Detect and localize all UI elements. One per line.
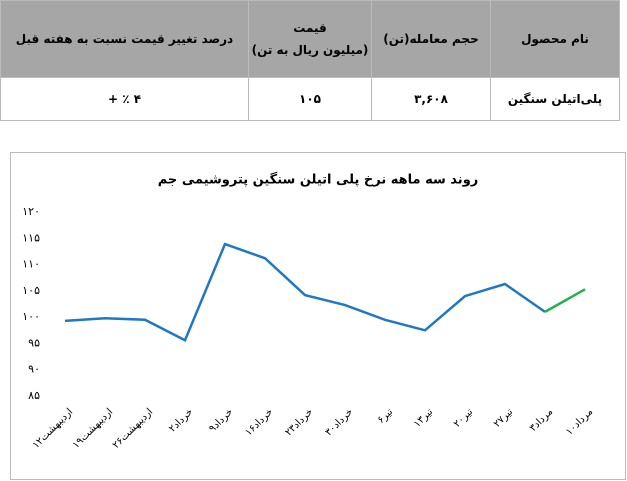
- y-tick-label: ۱۰۵: [22, 284, 40, 297]
- x-tick-label: ۱۲اردیبهشت: [31, 406, 76, 451]
- cell: ۳,۶۰۸: [371, 77, 491, 121]
- header-cell: درصد تغییر قیمت نسبت به هفته قبل: [0, 0, 249, 78]
- x-tick-label: ۱۶خرداد: [243, 406, 275, 438]
- x-tick-label: ۳مرداد: [528, 406, 556, 434]
- x-tick-label: ۱۰مرداد: [564, 406, 595, 437]
- y-tick-label: ۸۵: [28, 389, 40, 402]
- header-text: (میلیون ریال به تن): [251, 43, 369, 57]
- cell: پلی‌اتیلن سنگین: [490, 77, 620, 121]
- cell: ۱۰۵: [248, 77, 372, 121]
- header-cell: نام محصول: [490, 0, 620, 78]
- summary-table: نام محصول حجم معامله(تن) قیمت (میلیون ریا…: [0, 0, 620, 121]
- y-tick-label: ۱۱۵: [22, 231, 40, 244]
- cell: ۴ ٪ +: [0, 77, 249, 121]
- x-tick-label: ۲۳خرداد: [283, 406, 315, 438]
- x-tick-label: ۱۹اردیبهشت: [71, 406, 116, 451]
- y-tick-label: ۱۱۰: [22, 258, 40, 271]
- x-tick-label: ۲۰تیر: [452, 406, 476, 430]
- data-row: پلی‌اتیلن سنگین ۳,۶۰۸ ۱۰۵ ۴ ٪ +: [0, 77, 620, 121]
- line-series: [544, 288, 586, 313]
- header-text: قیمت: [293, 21, 327, 35]
- x-tick-label: ۱۳تیر: [412, 406, 436, 430]
- y-tick-label: ۱۲۰: [22, 205, 40, 218]
- x-tick-label: ۳۰خرداد: [323, 406, 355, 438]
- x-tick-label: ۲۶اردیبهشت: [111, 406, 156, 451]
- x-tick-label: ۶تیر: [376, 406, 396, 426]
- x-tick-label: ۲۷تیر: [492, 406, 516, 430]
- line-series: [64, 242, 546, 343]
- y-tick-label: ۹۵: [28, 336, 40, 349]
- x-tick-label: ۲خرداد: [167, 406, 195, 434]
- y-tick-label: ۹۰: [28, 363, 40, 376]
- y-tick-label: ۱۰۰: [22, 310, 40, 323]
- chart-title: روند سه ماهه نرخ پلی اتیلن سنگین پتروشیم…: [158, 172, 479, 188]
- header-row: نام محصول حجم معامله(تن) قیمت (میلیون ریا…: [0, 0, 620, 78]
- header-cell: حجم معامله(تن): [371, 0, 491, 78]
- chart-frame: [10, 152, 626, 480]
- x-tick-label: ۹خرداد: [207, 406, 235, 434]
